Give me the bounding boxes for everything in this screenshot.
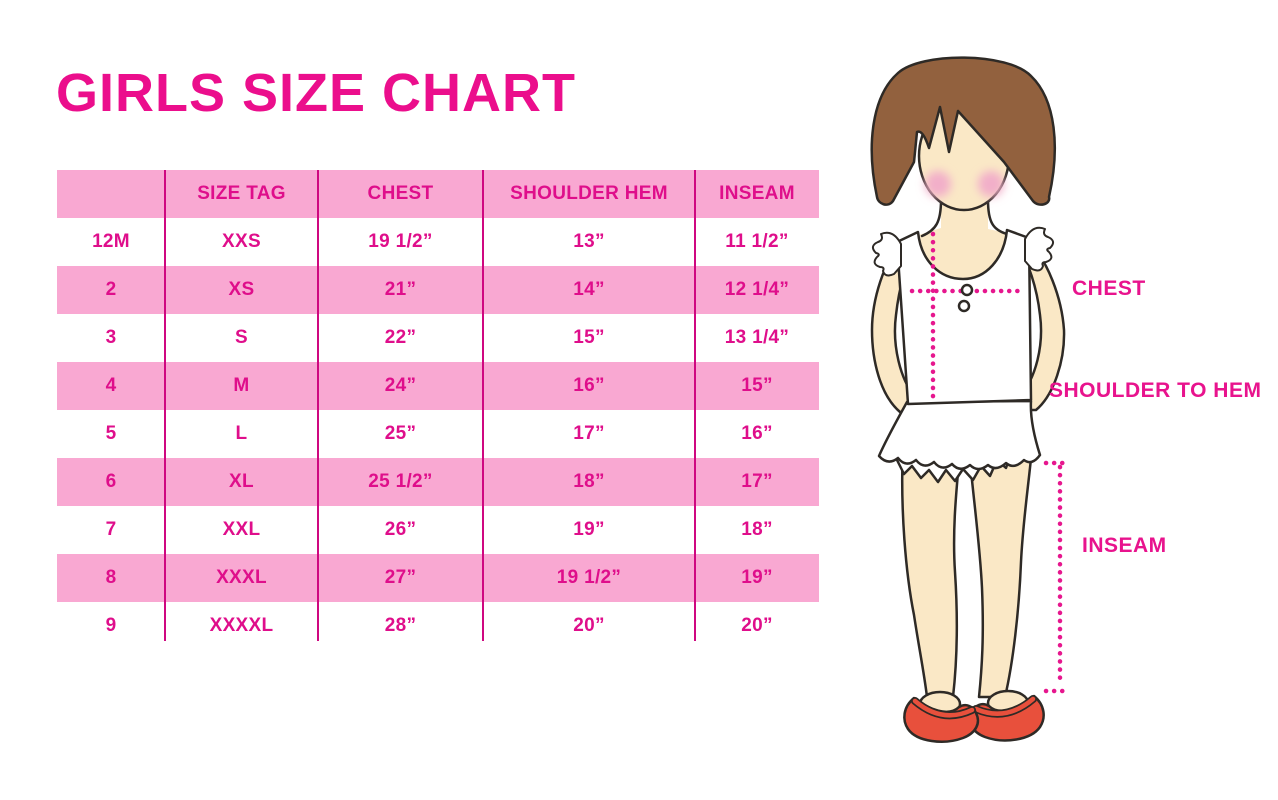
table-row: 12M XXS 19 1/2” 13” 11 1/2” (57, 218, 819, 266)
table-row: 9 XXXXL 28” 20” 20” (57, 602, 819, 650)
cell-size-tag: XL (229, 471, 254, 492)
cell-shoulder-hem: 15” (573, 327, 605, 348)
table-header-row: SIZE TAG CHEST SHOULDER HEM INSEAM (57, 170, 819, 218)
cell-size: 8 (105, 567, 117, 588)
column-divider (694, 170, 696, 641)
neck-outline-left (920, 198, 943, 238)
page-title: GIRLS SIZE CHART (56, 63, 577, 123)
cell-inseam: 15” (741, 375, 773, 396)
left-shoe-strap-fill (912, 698, 975, 718)
table-row: 2 XS 21” 14” 12 1/4” (57, 266, 819, 314)
cell-size: 7 (105, 519, 117, 540)
cell-inseam: 11 1/2” (725, 231, 789, 252)
table-row: 5 L 25” 17” 16” (57, 410, 819, 458)
cell-shoulder-hem: 14” (573, 279, 605, 300)
column-header-blank (57, 170, 165, 218)
cell-inseam: 20” (741, 615, 773, 636)
column-header-chest: CHEST (367, 183, 434, 204)
cell-shoulder-hem: 19” (573, 519, 605, 540)
cell-size-tag: L (235, 423, 248, 444)
hair (870, 56, 1057, 206)
bodice-top (895, 228, 1033, 406)
cell-size: 3 (105, 327, 117, 348)
blush-right (978, 171, 1004, 197)
cell-chest: 25” (384, 423, 417, 444)
cell-inseam: 19” (741, 567, 773, 588)
cell-shoulder-hem: 20” (573, 615, 605, 636)
cell-shoulder-hem: 13” (573, 231, 605, 252)
column-divider (482, 170, 484, 641)
neck-outline-right (986, 198, 1009, 236)
cell-inseam: 13 1/4” (724, 327, 790, 348)
cell-chest: 25 1/2” (368, 471, 433, 492)
right-leg (967, 446, 1034, 699)
cell-size: 12M (92, 231, 130, 252)
cell-shoulder-hem: 19 1/2” (556, 567, 622, 588)
table-row: 4 M 24” 16” 15” (57, 362, 819, 410)
column-divider (317, 170, 319, 641)
cell-inseam: 12 1/4” (724, 279, 790, 300)
cell-size-tag: XXS (222, 231, 261, 252)
cell-size: 4 (105, 375, 117, 396)
column-header-shoulder-hem: SHOULDER HEM (510, 183, 668, 204)
cell-shoulder-hem: 16” (573, 375, 605, 396)
column-divider (164, 170, 166, 641)
table-row: 3 S 22” 15” 13 1/4” (57, 314, 819, 362)
shoulder-to-hem-label: SHOULDER TO HEM (1049, 379, 1262, 402)
cell-chest: 21” (384, 279, 417, 300)
skirt (877, 399, 1042, 471)
cell-chest: 26” (384, 519, 417, 540)
left-shoulder-ruffle (872, 231, 902, 277)
cell-chest: 24” (384, 375, 417, 396)
button-bottom (957, 299, 971, 313)
cell-inseam: 18” (741, 519, 773, 540)
size-chart-table: SIZE TAG CHEST SHOULDER HEM INSEAM 12M X… (57, 170, 819, 650)
cell-chest: 28” (384, 615, 417, 636)
table-row: 6 XL 25 1/2” 18” 17” (57, 458, 819, 506)
cell-shoulder-hem: 18” (573, 471, 605, 492)
right-shoe-strap-fill (973, 696, 1036, 716)
cell-inseam: 17” (741, 471, 773, 492)
cell-size-tag: XXXL (216, 567, 267, 588)
chest-label: CHEST (1072, 277, 1146, 300)
cell-size-tag: XXL (222, 519, 261, 540)
cell-size-tag: S (235, 327, 248, 348)
inseam-label: INSEAM (1082, 534, 1167, 557)
cell-size: 2 (105, 279, 117, 300)
cell-size-tag: XS (228, 279, 255, 300)
cell-size: 6 (105, 471, 117, 492)
right-shoulder-ruffle (1024, 226, 1054, 272)
cell-inseam: 16” (741, 423, 773, 444)
cell-shoulder-hem: 17” (573, 423, 605, 444)
left-leg (900, 443, 962, 699)
cell-size-tag: M (233, 375, 250, 396)
table-row: 8 XXXL 27” 19 1/2” 19” (57, 554, 819, 602)
column-header-inseam: INSEAM (719, 183, 795, 204)
cell-size: 9 (105, 615, 117, 636)
cell-chest: 19 1/2” (368, 231, 433, 252)
button-top (960, 283, 974, 297)
girl-measurement-illustration (870, 56, 1073, 743)
cell-size-tag: XXXXL (209, 615, 274, 636)
cell-size: 5 (105, 423, 117, 444)
cell-chest: 27” (384, 567, 417, 588)
blush-left (925, 171, 951, 197)
column-header-size-tag: SIZE TAG (197, 183, 286, 204)
table-row: 7 XXL 26” 19” 18” (57, 506, 819, 554)
cell-chest: 22” (384, 327, 417, 348)
